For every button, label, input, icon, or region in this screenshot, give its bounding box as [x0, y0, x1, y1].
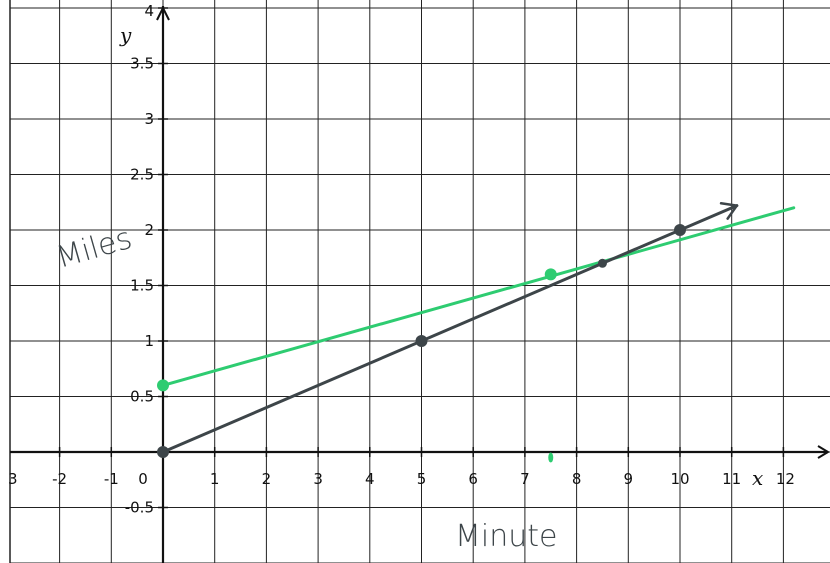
x-tick-label: 3 [8, 470, 18, 488]
axes [10, 5, 830, 563]
data-point [415, 335, 428, 347]
x-tick-label: 4 [365, 470, 375, 488]
tick-labels: 3 -2 -1 0 1 2 3 4 5 6 7 8 9 10 11 12-0.50.511.522.533.5… [8, 2, 795, 517]
x-tick-label: 6 [468, 470, 478, 488]
data-point [674, 224, 686, 236]
x-tick-label: 0 [138, 470, 148, 488]
series-line-1 [161, 206, 796, 387]
y-tick-label: 0.5 [130, 388, 154, 406]
grid [9, 0, 830, 563]
x-axis-variable: x [752, 466, 763, 490]
x-tick-label: 10 [670, 470, 689, 488]
data-point [157, 379, 169, 392]
y-tick-label: -0.5 [125, 499, 154, 517]
x-tick-label: 11 [722, 470, 741, 488]
y-tick-label: 3.5 [130, 55, 154, 73]
y-tick-label: 2 [144, 221, 154, 239]
x-tick-label: 2 [262, 470, 272, 488]
y-tick-label: 1 [144, 332, 154, 350]
x-tick-label: -2 [52, 470, 67, 488]
series-line-2 [161, 204, 739, 454]
y-tick-label: 3 [144, 110, 154, 128]
x-tick-label: 8 [572, 470, 582, 488]
x-tick-label: -1 [104, 470, 119, 488]
data-point [157, 446, 169, 458]
series [157, 202, 796, 463]
data-point [544, 268, 557, 281]
x-tick-label: 5 [417, 470, 427, 488]
stray-green-mark [548, 452, 554, 463]
x-tick-label: 7 [520, 470, 530, 488]
y-tick-label: 2.5 [130, 166, 154, 184]
x-tick-label: 3 [313, 470, 323, 488]
handwritten-minute-label: Minute [455, 519, 557, 554]
x-axis-arrow [817, 445, 830, 459]
x-tick-label: 1 [210, 470, 220, 488]
y-tick-label: 4 [144, 2, 154, 20]
x-tick-label: 9 [624, 470, 634, 488]
series-arrowhead [719, 202, 739, 220]
x-tick-label: 12 [776, 470, 795, 488]
intersection-point [597, 258, 607, 268]
y-tick-label: 1.5 [130, 277, 154, 295]
y-axis-variable: y [119, 23, 132, 47]
handwritten-miles-label: Miles [53, 221, 136, 276]
